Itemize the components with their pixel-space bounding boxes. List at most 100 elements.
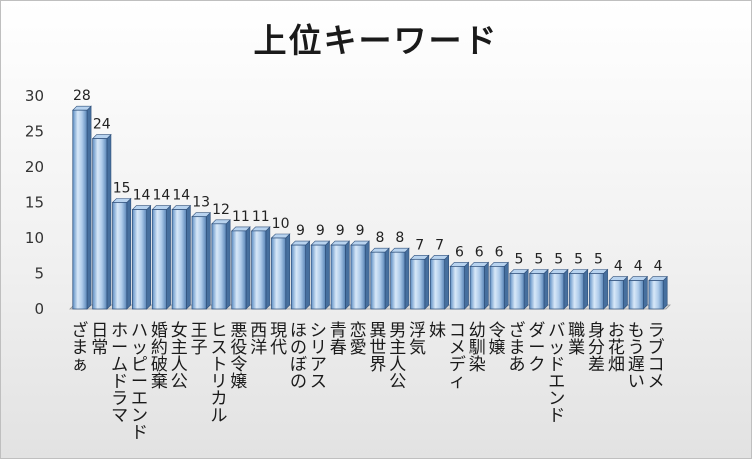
bar [430, 258, 446, 310]
bar-side [563, 268, 569, 310]
bar-side [464, 261, 469, 310]
x-category-label: バッドエンド [548, 321, 565, 426]
bar-side [444, 254, 449, 310]
bar-side [126, 197, 132, 310]
bar [370, 251, 386, 310]
bar [390, 251, 406, 310]
x-category-label: 妹 [429, 321, 446, 341]
bar [449, 266, 465, 310]
x-category-label: ほのぼの [290, 321, 307, 392]
bar-side [285, 233, 291, 310]
bar [648, 280, 664, 310]
bar-side [245, 226, 251, 310]
bar-side [305, 240, 310, 310]
bar [469, 266, 485, 310]
y-tick-label: 20 [25, 158, 44, 176]
x-category-label: ざまあ [509, 320, 526, 375]
data-label: 5 [554, 252, 563, 268]
bar [628, 280, 644, 310]
data-label: 15 [113, 181, 131, 197]
x-category-label: 恋愛 [350, 320, 367, 358]
data-label: 4 [634, 259, 643, 275]
bar [608, 280, 624, 310]
bar [231, 230, 247, 310]
chart-title: 上位キーワード [253, 21, 499, 60]
bar-side [384, 247, 390, 310]
bars-layer [72, 105, 668, 310]
data-label: 8 [395, 230, 404, 246]
data-label: 13 [192, 195, 210, 211]
data-label: 10 [272, 216, 290, 232]
data-label: 9 [316, 223, 325, 239]
data-label: 5 [574, 252, 583, 268]
x-category-label: シリアス [310, 321, 327, 392]
y-tick-label: 0 [34, 300, 44, 318]
bar-side [166, 204, 171, 310]
data-label: 4 [614, 259, 623, 275]
bar-side [186, 204, 191, 310]
x-category-label: 婚約破棄 [151, 321, 168, 392]
x-category-label: 王子 [191, 321, 208, 358]
bar-side [484, 261, 489, 310]
data-label: 5 [515, 252, 524, 268]
bar [529, 273, 545, 310]
bar-side [503, 261, 509, 310]
bar [489, 266, 505, 310]
bar-side [662, 275, 668, 310]
x-category-label: ヒストリカル [211, 321, 228, 426]
bar-side [543, 268, 549, 310]
x-category-label: ホームドラマ [111, 321, 128, 426]
data-label: 9 [356, 223, 365, 239]
x-category-label: 浮気 [409, 321, 426, 358]
bar [211, 223, 227, 310]
data-label: 8 [375, 230, 384, 246]
x-category-label: もう遅い [628, 321, 645, 392]
y-tick-label: 5 [34, 265, 44, 283]
x-category-label: 青春 [330, 321, 347, 358]
x-category-label: 職業 [568, 321, 585, 358]
bar-side [523, 268, 529, 310]
bar-side [643, 275, 648, 310]
data-label: 9 [296, 223, 305, 239]
x-category-label: コメディ [449, 321, 466, 392]
bar [251, 230, 267, 310]
bar-side [106, 133, 112, 310]
bar [350, 244, 366, 310]
bar-side [225, 219, 231, 310]
bar [112, 202, 128, 310]
x-category-label: 現代 [270, 321, 287, 358]
x-category-label: 幼馴染 [469, 321, 486, 375]
bar [549, 273, 565, 310]
x-category-label: 令嬢 [489, 321, 506, 358]
bar [330, 244, 346, 310]
bar-side [364, 240, 370, 310]
x-category-label: 日常 [91, 321, 108, 358]
x-category-label: 西洋 [250, 321, 267, 358]
data-label: 5 [594, 252, 603, 268]
data-label: 11 [252, 209, 270, 225]
data-label: 24 [93, 117, 111, 133]
data-label: 6 [475, 244, 484, 260]
bar [271, 237, 287, 310]
x-category-label: ラブコメ [648, 321, 665, 392]
x-category-label: 異世界 [369, 321, 386, 375]
data-label: 14 [172, 188, 190, 204]
y-tick-label: 15 [25, 194, 44, 212]
x-category-label: 身分差 [588, 321, 605, 375]
bar [569, 273, 585, 310]
bar-side [146, 204, 151, 310]
data-label: 14 [152, 188, 170, 204]
bar-side [205, 211, 211, 310]
y-tick-label: 30 [25, 87, 44, 105]
labels-layer: 28 ざまぁ 24 日常 15 ホームドラマ 14 ハッピーエンド 14 婚約破棄 14 女主人公 13… [71, 88, 664, 443]
bar-side [86, 105, 92, 310]
bar [410, 258, 426, 310]
bar-side [424, 254, 430, 310]
data-label: 11 [232, 209, 250, 225]
bar [310, 244, 326, 310]
bar-side [623, 275, 628, 310]
bar-side [325, 240, 330, 310]
data-label: 7 [435, 237, 444, 253]
x-category-label: 男主人公 [389, 321, 406, 392]
